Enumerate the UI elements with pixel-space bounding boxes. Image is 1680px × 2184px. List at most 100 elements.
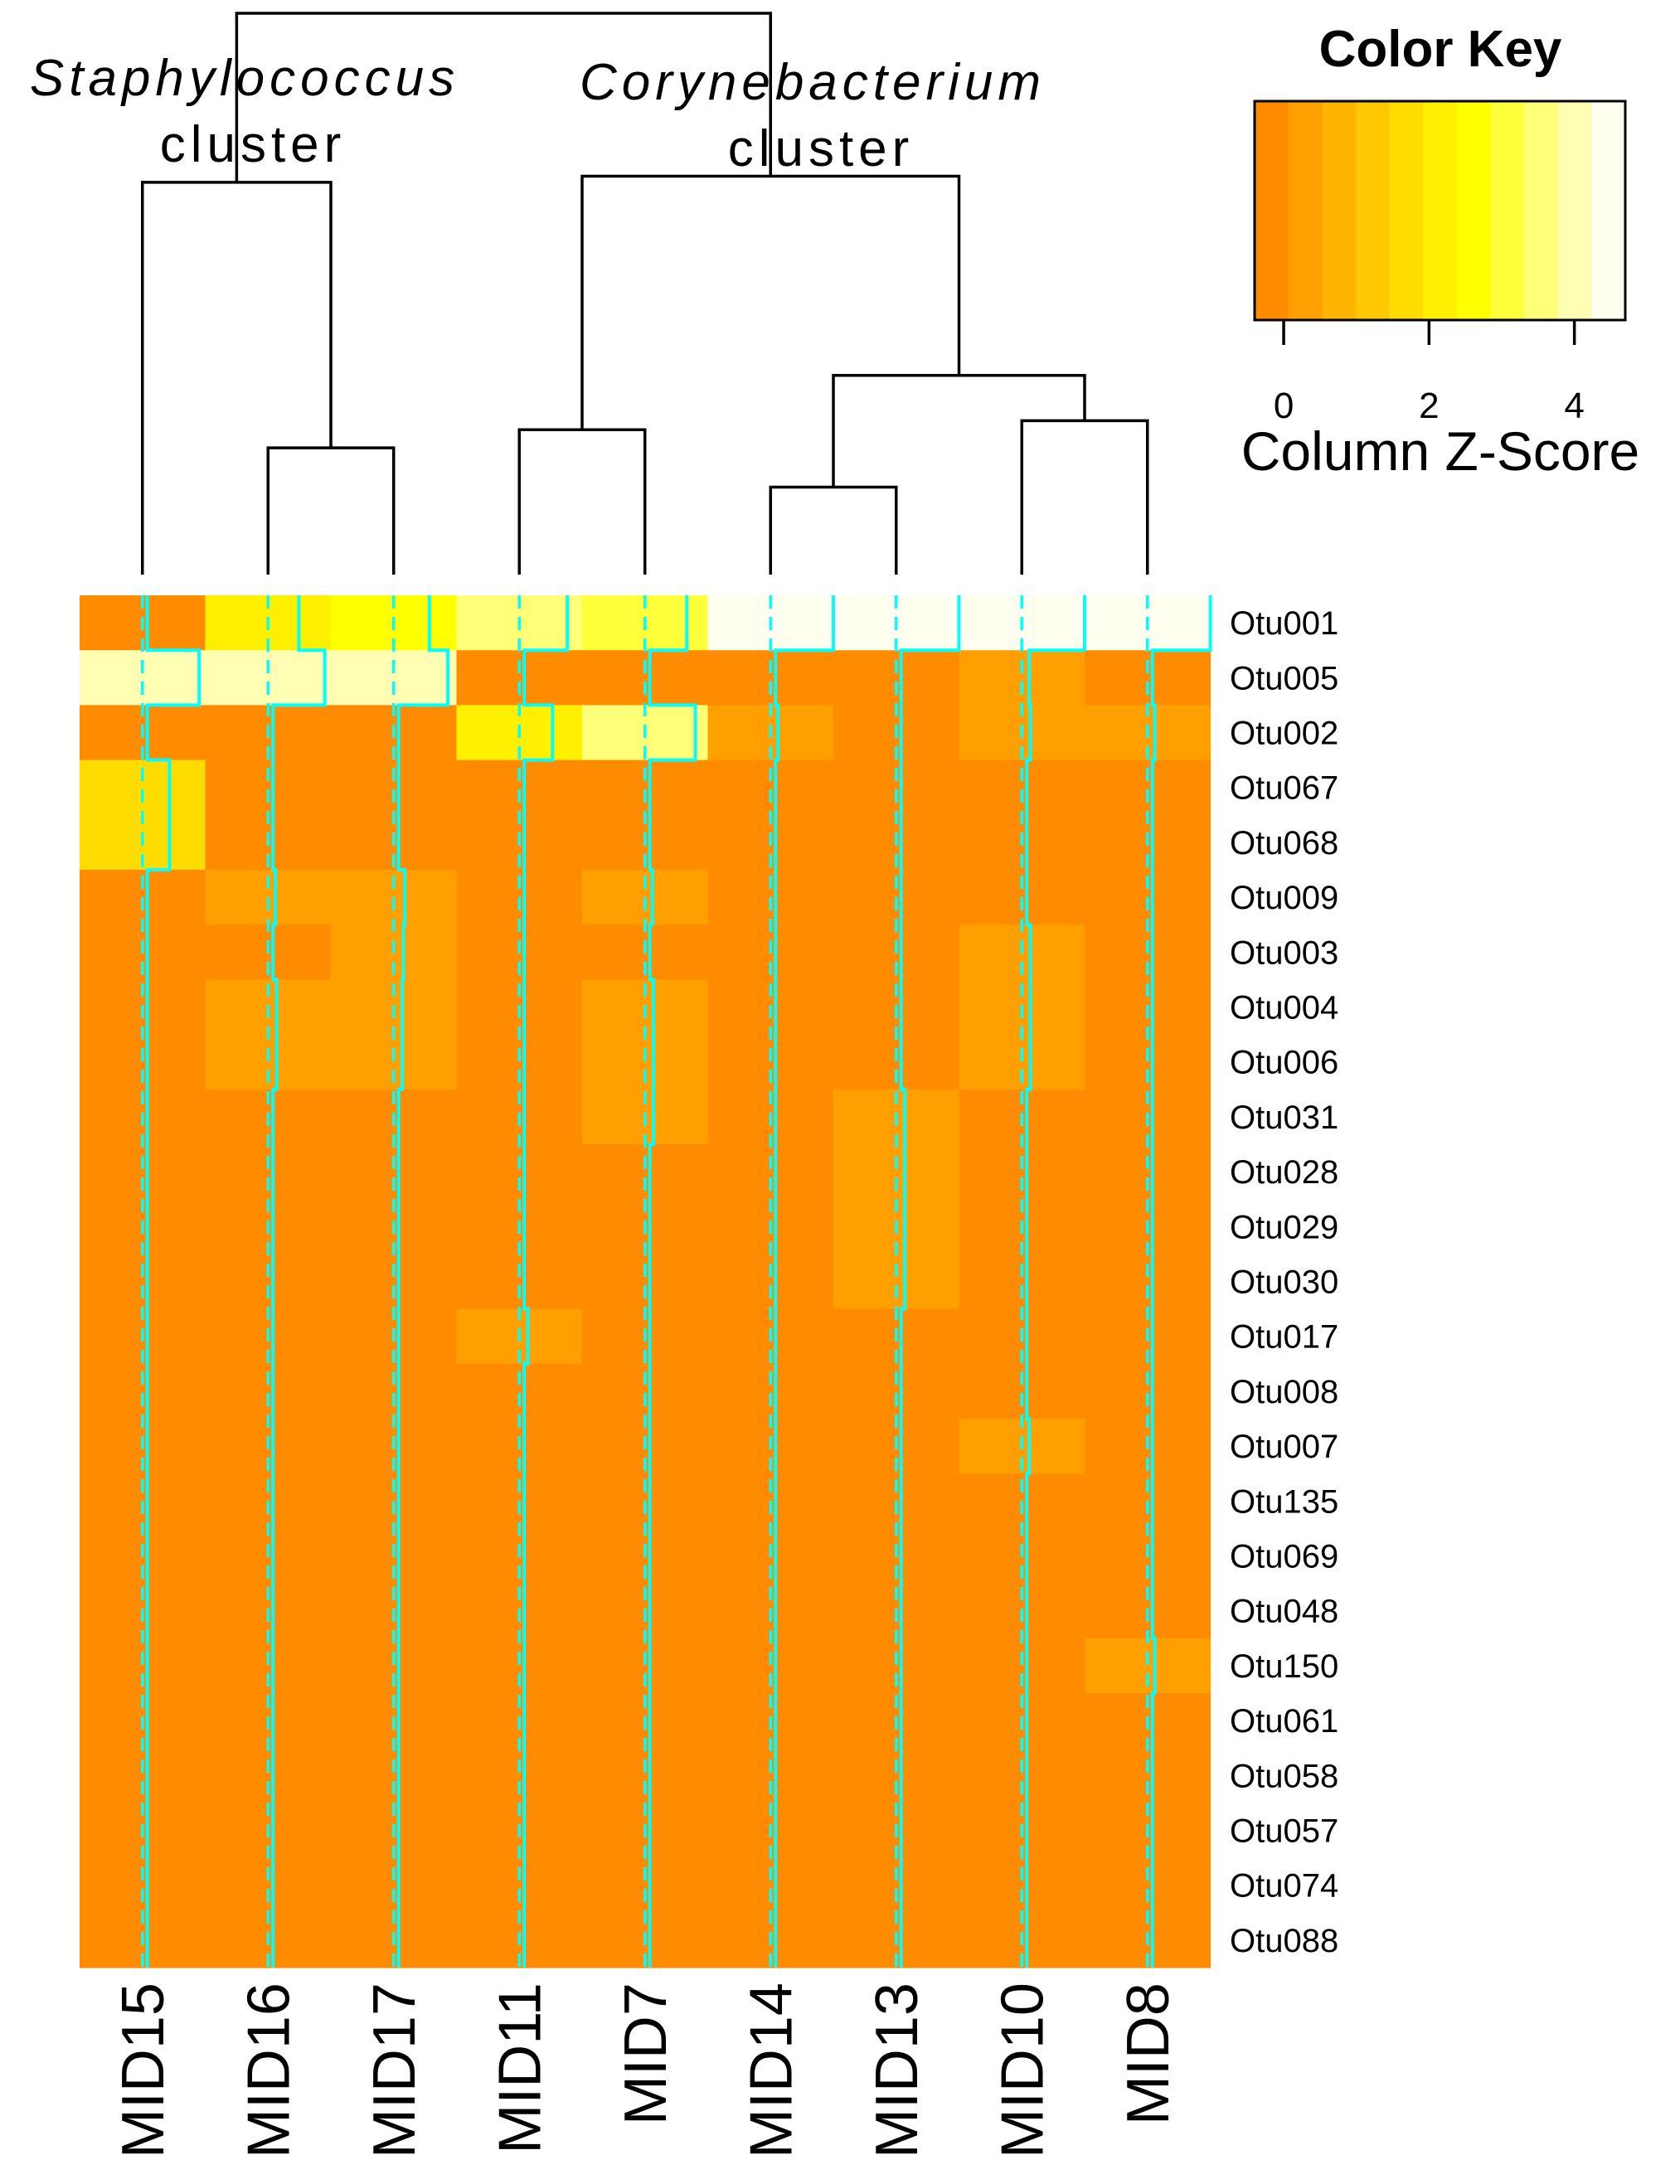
color-key-tick-label-0: 0 [1274, 386, 1294, 426]
heatmap-cell-otu028-mid17 [331, 1144, 458, 1200]
row-label-otu029: Otu029 [1230, 1209, 1338, 1245]
heatmap-cell-otu030-mid15 [80, 1254, 206, 1310]
heatmap-cell-otu005-mid7 [582, 650, 709, 706]
heatmap-cell-otu074-mid14 [707, 1857, 834, 1914]
trace-line-mid14 [774, 595, 835, 1968]
column-label-mid16: MID16 [235, 1983, 302, 2158]
heatmap-cell-otu028-mid16 [205, 1144, 332, 1200]
heatmap-cell-otu028-mid11 [456, 1144, 583, 1200]
heatmap-cell-otu058-mid7 [582, 1748, 709, 1803]
column-label-mid10: MID10 [989, 1983, 1056, 2158]
cluster-labels: Staphylococcus cluster Corynebacterium c… [30, 50, 1046, 177]
row-label-otu048: Otu048 [1230, 1594, 1338, 1630]
column-labels: MID15 MID16 MID17 MID11 MID7 MID14 MID13 MID10 M… [110, 1983, 1182, 2158]
heatmap-cell-otu074-mid8 [1085, 1857, 1211, 1914]
row-label-otu003: Otu003 [1230, 934, 1338, 971]
row-label-otu074: Otu074 [1230, 1868, 1338, 1905]
dendrogram-merge-5 [1020, 419, 1149, 575]
heatmap-cell-otu005-mid16 [205, 650, 332, 706]
column-label-mid13: MID13 [864, 1983, 930, 2158]
column-label-mid7: MID7 [613, 1983, 679, 2125]
heatmap-cell-otu005-mid15 [80, 650, 206, 706]
heatmap-cell-otu074-mid16 [205, 1857, 332, 1914]
row-labels: Otu001 Otu005 Otu002 Otu067 Otu068 Otu009 Otu0… [1230, 605, 1338, 1959]
row-label-otu006: Otu006 [1230, 1045, 1338, 1081]
color-key-bar [1253, 99, 1627, 322]
corynebacterium-cluster-label: Corynebacterium [580, 54, 1046, 111]
trace-line-mid8 [1150, 595, 1212, 1968]
row-label-otu061: Otu061 [1230, 1703, 1338, 1740]
trace-line-mid13 [899, 595, 961, 1968]
heatmap-cell-otu058-mid8 [1085, 1748, 1211, 1803]
heatmap-cell-otu030-mid17 [331, 1254, 458, 1310]
row-label-otu057: Otu057 [1230, 1813, 1338, 1850]
color-key-swatch-4 [1355, 101, 1391, 320]
row-label-otu058: Otu058 [1230, 1758, 1338, 1794]
heatmap-cell-otu028-mid7 [582, 1144, 709, 1200]
heatmap-cell-otu005-mid8 [1085, 650, 1211, 706]
row-label-otu001: Otu001 [1230, 605, 1338, 642]
color-key: Color Key 0 2 4 Column Z-Score [1241, 21, 1639, 482]
row-label-otu069: Otu069 [1230, 1539, 1338, 1575]
heatmap-cell-otu030-mid7 [582, 1254, 709, 1310]
color-key-tick-label-2: 2 [1419, 386, 1439, 426]
trace-line-mid16 [271, 595, 327, 1968]
heatmap-cell-otu028-mid15 [80, 1144, 206, 1200]
heatmap-cell-otu005-mid10 [959, 650, 1085, 706]
heatmap-cell-otu074-mid11 [456, 1857, 583, 1914]
color-key-swatch-7 [1456, 101, 1492, 320]
heatmap-cell-otu030-mid13 [833, 1254, 960, 1310]
heatmap-cell-otu028-mid8 [1085, 1144, 1211, 1200]
heatmap-cell-otu058-mid14 [707, 1748, 834, 1803]
row-label-otu005: Otu005 [1230, 660, 1338, 696]
row-label-otu009: Otu009 [1230, 880, 1338, 916]
heatmap-cell-otu058-mid15 [80, 1748, 206, 1803]
heatmap-cell-otu030-mid16 [205, 1254, 332, 1310]
color-key-xlabel: Column Z-Score [1241, 420, 1639, 482]
color-key-swatch-5 [1389, 101, 1424, 320]
trace-line-mid17 [396, 595, 450, 1968]
heatmap-cell-otu074-mid10 [959, 1857, 1085, 1914]
row-label-otu008: Otu008 [1230, 1374, 1338, 1410]
column-label-mid11: MID11 [487, 1983, 553, 2154]
color-key-frame [1253, 99, 1627, 322]
row-label-otu002: Otu002 [1230, 716, 1338, 752]
heatmap-cell-otu028-mid14 [707, 1144, 834, 1200]
staphylococcus-cluster-label: Staphylococcus [30, 50, 459, 107]
color-key-title: Color Key [1319, 21, 1562, 78]
heatmap-cell-otu005-mid13 [833, 650, 960, 706]
corynebacterium-cluster-suffix: cluster [728, 120, 915, 177]
heatmap-cell-otu058-mid13 [833, 1748, 960, 1803]
heatmap-cell-otu028-mid10 [959, 1144, 1085, 1200]
trace-line-mid10 [1025, 595, 1086, 1968]
heatmap-cell-otu005-mid11 [456, 650, 583, 706]
column-label-mid14: MID14 [738, 1983, 804, 2158]
heatmap-cell-otu058-mid16 [205, 1748, 332, 1803]
heatmap-cell-otu058-mid11 [456, 1748, 583, 1803]
heatmap-cell-otu074-mid7 [582, 1857, 709, 1914]
heatmap-cell-otu058-mid10 [959, 1748, 1085, 1803]
heatmap-cell-otu058-mid17 [331, 1748, 458, 1803]
heatmap-cell-otu005-mid17 [331, 650, 458, 706]
column-label-mid15: MID15 [110, 1983, 177, 2158]
heatmap-cell-otu030-mid8 [1085, 1254, 1211, 1310]
trace-line-mid15 [145, 595, 202, 1968]
heatmap-cell-otu030-mid11 [456, 1254, 583, 1310]
color-key-ticks: 0 2 4 [1274, 320, 1585, 426]
color-key-swatch-11 [1591, 101, 1626, 320]
heatmap-cell-otu074-mid17 [331, 1857, 458, 1914]
trace-lines [141, 595, 1212, 1968]
dendrogram-merge-8 [235, 12, 772, 182]
staphylococcus-cluster-suffix: cluster [160, 116, 347, 173]
row-label-otu031: Otu031 [1230, 1099, 1338, 1136]
row-label-otu150: Otu150 [1230, 1648, 1338, 1685]
heatmap-cell-otu074-mid15 [80, 1857, 206, 1914]
color-key-swatch-2 [1288, 101, 1323, 320]
column-dendrogram [141, 12, 1149, 575]
dendrogram-merge-2 [141, 181, 333, 575]
trace-line-mid11 [522, 595, 570, 1968]
heatmap-cell-otu030-mid14 [707, 1254, 834, 1310]
column-label-mid17: MID17 [362, 1983, 428, 2158]
color-key-tick-label-4: 4 [1564, 386, 1584, 426]
